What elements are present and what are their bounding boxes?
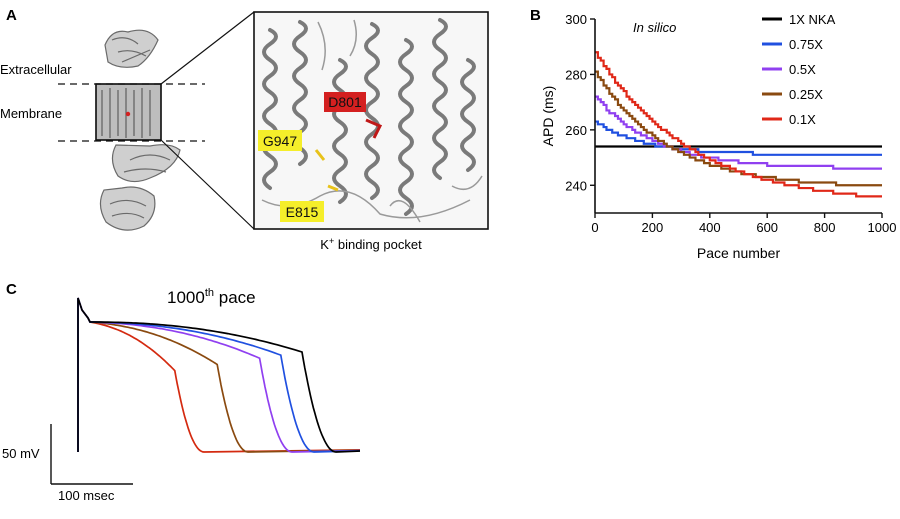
binding-pocket-inset [253, 11, 489, 230]
y-tick-label: 240 [565, 178, 587, 193]
apd-chart: 240 260 280 300 0 200 400 600 800 1000 Pace number… [540, 12, 896, 261]
ap-trace [77, 297, 361, 453]
legend-label: 0.1X [789, 112, 816, 127]
legend-label: 1X NKA [789, 12, 836, 27]
action-potential-traces [77, 297, 361, 453]
legend-label: 0.5X [789, 62, 816, 77]
zoom-line-bottom [160, 139, 255, 230]
x-tick-label: 600 [756, 220, 778, 235]
panel-a-letter: A [6, 7, 17, 24]
g947-label-bg [258, 130, 302, 151]
series-line [595, 51, 882, 198]
y-axis-label: APD (ms) [540, 86, 556, 147]
g947-sidechain [314, 149, 326, 161]
in-silico-label: In silico [633, 20, 676, 35]
e815-sidechain [327, 184, 339, 192]
protein-structure [95, 29, 181, 231]
x-tick-label: 0 [591, 220, 598, 235]
d801-sidechain [365, 118, 383, 139]
ap-trace [77, 297, 361, 453]
time-scale-label: 100 msec [58, 488, 115, 503]
x-tick-label: 800 [814, 220, 836, 235]
x-tick-label: 1000 [868, 220, 897, 235]
zoom-region-box [95, 83, 162, 141]
panel-b-letter: B [530, 7, 541, 24]
e815-label-bg [280, 201, 324, 222]
x-tick-label: 400 [699, 220, 721, 235]
series-line [595, 95, 882, 170]
inset-caption: K+ binding pocket [320, 236, 422, 252]
y-tick-label: 260 [565, 123, 587, 138]
y-tick-label: 280 [565, 67, 587, 82]
voltage-scale-label: 50 mV [2, 446, 40, 461]
legend-label: 0.75X [789, 37, 823, 52]
extracellular-label: Extracellular [0, 62, 72, 77]
membrane-label: Membrane [0, 106, 62, 121]
series-line [595, 70, 882, 187]
panel-c-letter: C [6, 281, 17, 298]
series-line [595, 120, 882, 156]
x-axis-label: Pace number [697, 245, 781, 261]
x-tick-label: 200 [642, 220, 664, 235]
y-tick-label: 300 [565, 12, 587, 27]
d801-label: D801 [328, 94, 362, 110]
ap-trace [77, 297, 361, 453]
g947-label: G947 [263, 133, 297, 149]
zoom-line-top [160, 11, 255, 85]
pace-title: 1000th pace [167, 287, 256, 307]
d801-label-bg [324, 92, 366, 112]
e815-label: E815 [286, 204, 319, 220]
legend-label: 0.25X [789, 87, 823, 102]
